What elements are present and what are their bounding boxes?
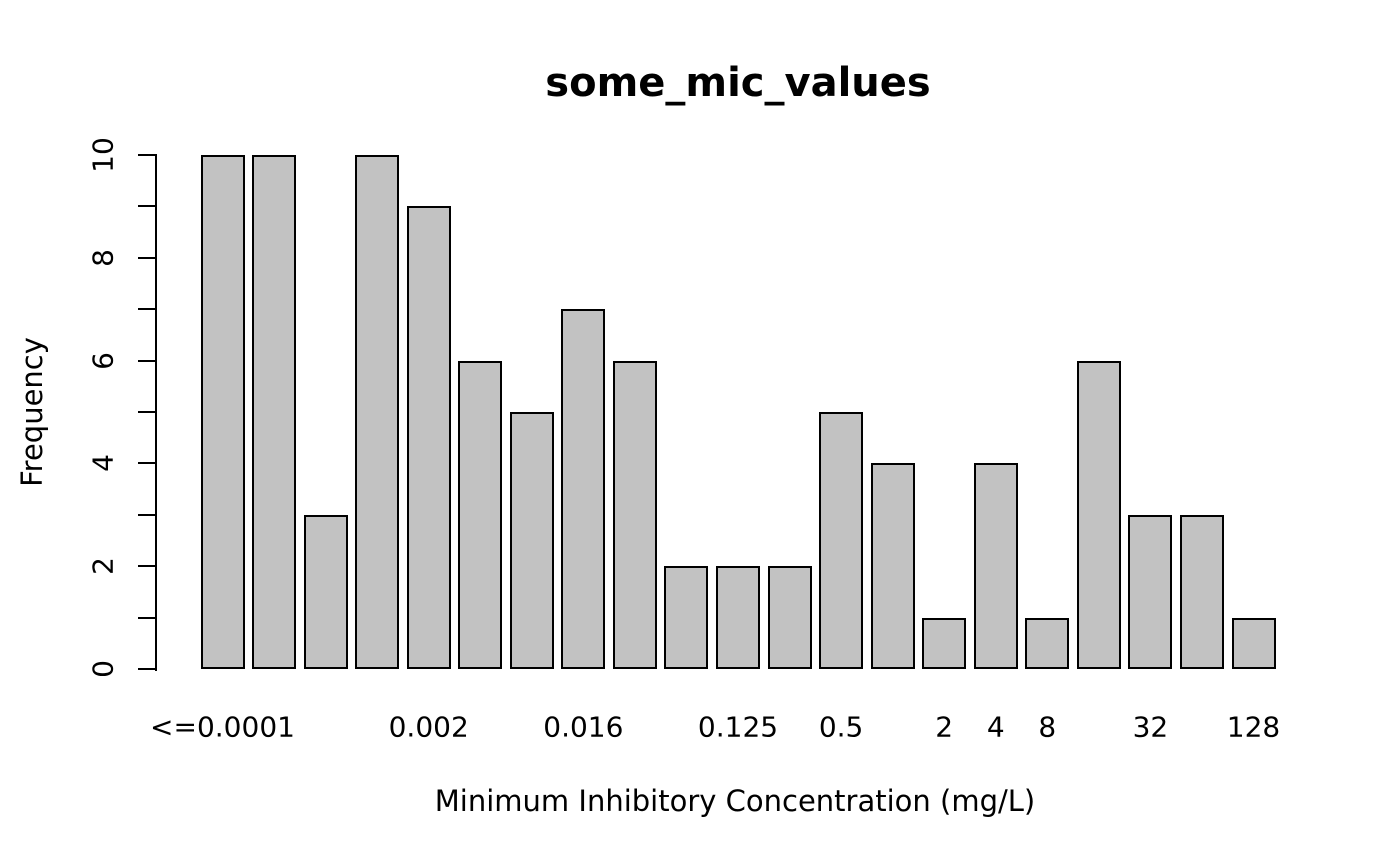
histogram-bar-8	[1025, 617, 1070, 669]
histogram-bar-0.0002	[252, 155, 297, 669]
histogram-bar-0.001	[355, 155, 400, 669]
histogram-bar-2	[922, 617, 967, 669]
x-axis-title: Minimum Inhibitory Concentration (mg/L)	[434, 784, 1036, 818]
x-tick-label: 128	[1226, 710, 1281, 744]
histogram-bar-1	[870, 463, 915, 669]
histogram-bar-0.032	[612, 360, 657, 669]
x-tick-label: 32	[1132, 710, 1169, 744]
histogram-bar-128	[1231, 617, 1276, 669]
x-tick-label: 0.002	[388, 710, 469, 744]
histogram-bar-0.125	[716, 566, 760, 669]
y-axis-tick	[138, 668, 157, 670]
x-tick-label: 0.016	[543, 710, 624, 744]
y-axis-tick	[138, 462, 157, 465]
x-tick-label: 8	[1038, 710, 1057, 744]
y-axis-tick	[138, 359, 157, 362]
histogram-bar-0.016	[561, 309, 606, 669]
x-tick-label: 4	[986, 710, 1005, 744]
y-axis-tick	[138, 411, 157, 413]
x-tick-label: 2	[935, 710, 954, 744]
plot-title: some_mic_values	[545, 60, 931, 106]
x-tick-label: 0.5	[818, 710, 864, 744]
y-axis-tick	[138, 256, 157, 259]
y-tick-label: 0	[86, 660, 120, 678]
histogram-bar-0.25	[767, 566, 812, 669]
y-axis-title: Frequency	[15, 337, 49, 487]
histogram-bar-0.0005	[303, 514, 348, 669]
y-axis-tick	[138, 205, 157, 208]
histogram-bar-4	[973, 463, 1018, 669]
y-axis-tick	[138, 616, 157, 619]
y-axis-tick	[138, 513, 157, 516]
histogram-bar-16	[1076, 360, 1121, 669]
y-tick-label: 6	[86, 351, 120, 370]
histogram-bar-32	[1128, 514, 1173, 669]
y-tick-label: 2	[86, 557, 120, 576]
histogram-bar-0.064	[664, 566, 709, 669]
histogram-bar-0.004	[458, 360, 503, 669]
y-tick-label: 10	[86, 137, 120, 173]
y-tick-label: 8	[86, 248, 120, 267]
y-tick-label: 4	[86, 454, 120, 473]
histogram-bar-0.5	[819, 412, 864, 669]
x-tick-label: <=0.0001	[150, 710, 295, 744]
histogram-bar-64	[1179, 514, 1224, 669]
histogram-bar-0.002	[406, 206, 451, 669]
y-axis-tick	[138, 308, 157, 311]
histogram-bar-<=0.0001	[200, 155, 245, 669]
x-tick-label: 0.125	[697, 710, 779, 744]
histogram-bar-0.008	[509, 412, 554, 669]
y-axis-tick	[138, 565, 157, 568]
y-axis-tick	[138, 154, 157, 156]
